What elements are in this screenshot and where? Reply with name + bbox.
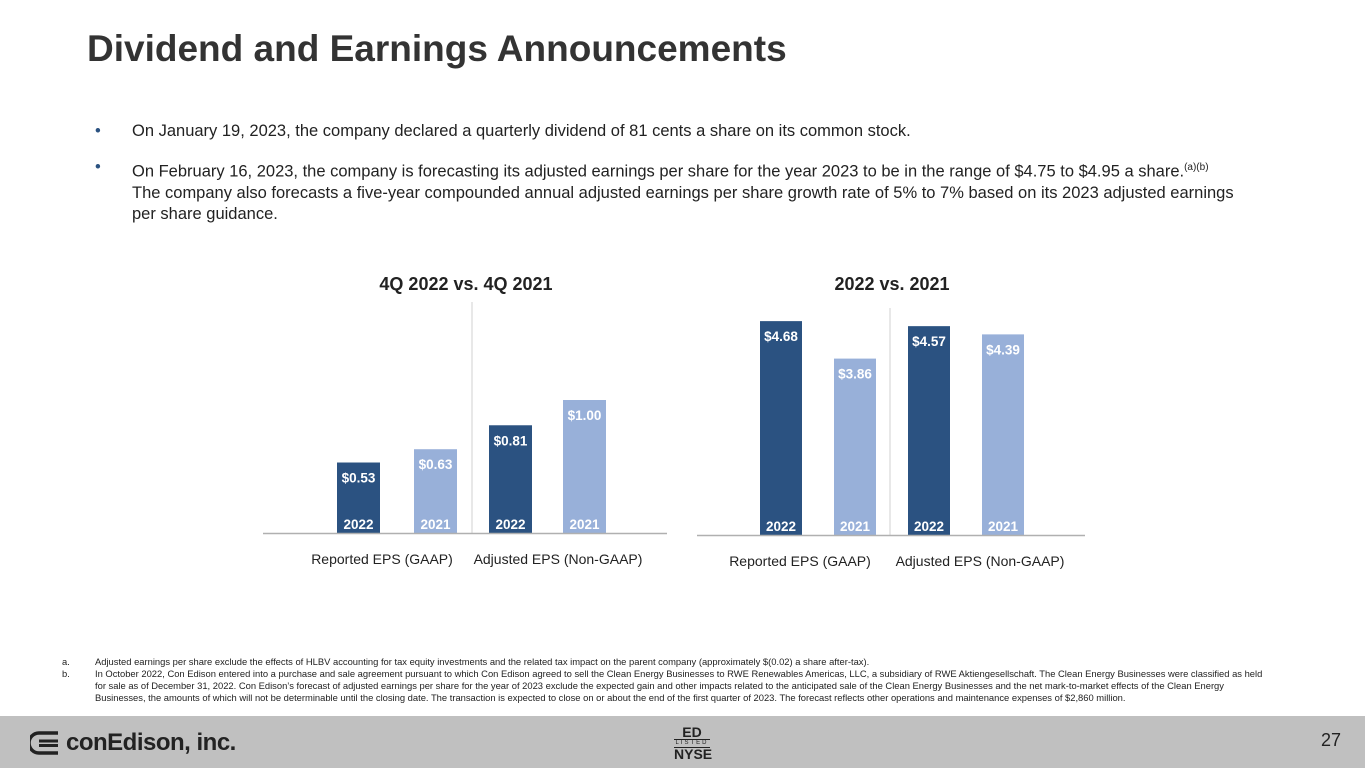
bar-value-label: $4.68: [764, 329, 798, 344]
bar-year-label: 2022: [495, 517, 525, 532]
bar-value-label: $4.39: [986, 342, 1020, 357]
bar-year-label: 2021: [840, 519, 871, 534]
footnotes: a. Adjusted earnings per share exclude th…: [62, 656, 1272, 704]
bar-year-label: 2021: [420, 517, 451, 532]
bar-2021: [834, 358, 876, 535]
bar-2021: [414, 449, 457, 533]
bar-year-label: 2022: [914, 519, 944, 534]
conedison-logo-icon: [30, 731, 58, 755]
bullet-glyph: •: [95, 122, 101, 140]
footnote-b: b. In October 2022, Con Edison entered in…: [62, 668, 1263, 703]
bar-2022: [337, 462, 380, 533]
nyse-listed-logo: ED LISTED NYSE: [674, 724, 713, 762]
conedison-logo: conEdison, inc.: [30, 729, 236, 757]
group-label: Adjusted EPS (Non-GAAP): [474, 551, 643, 567]
group-label: Adjusted EPS (Non-GAAP): [896, 553, 1065, 569]
bar-2022: [489, 425, 532, 533]
bar-2022: [908, 326, 950, 535]
bar-2021: [982, 334, 1024, 535]
chart-title: 2022 vs. 2021: [834, 274, 949, 294]
eps-charts: 4Q 2022 vs. 4Q 2021 $0.53 2022 $0.63 2021 $0.…: [263, 274, 1085, 569]
chart-title: 4Q 2022 vs. 4Q 2021: [379, 274, 552, 294]
bar-2022: [760, 321, 802, 535]
bullet-forecast: • On February 16, 2023, the company is f…: [95, 158, 1234, 223]
bullet-glyph: •: [95, 158, 101, 176]
bullet-dividend: • On January 19, 2023, the company decla…: [95, 122, 911, 140]
bar-value-label: $4.57: [912, 334, 946, 349]
bar-year-label: 2022: [343, 517, 373, 532]
bar-year-label: 2021: [988, 519, 1019, 534]
footnote-a: a. Adjusted earnings per share exclude th…: [62, 656, 870, 667]
group-label: Reported EPS (GAAP): [311, 551, 453, 567]
page-number: 27: [1320, 730, 1341, 750]
page-title: Dividend and Earnings Announcements: [87, 28, 787, 69]
bar-value-label: $0.53: [342, 471, 376, 486]
bar-value-label: $0.63: [419, 457, 453, 472]
bar-value-label: $0.81: [494, 433, 528, 448]
bar-2021: [563, 400, 606, 533]
bar-year-label: 2021: [569, 517, 600, 532]
footer-bar: conEdison, inc. ED LISTED NYSE 27: [0, 716, 1365, 768]
group-label: Reported EPS (GAAP): [729, 553, 871, 569]
bar-value-label: $3.86: [838, 367, 872, 382]
bar-value-label: $1.00: [568, 408, 602, 423]
bar-year-label: 2022: [766, 519, 796, 534]
